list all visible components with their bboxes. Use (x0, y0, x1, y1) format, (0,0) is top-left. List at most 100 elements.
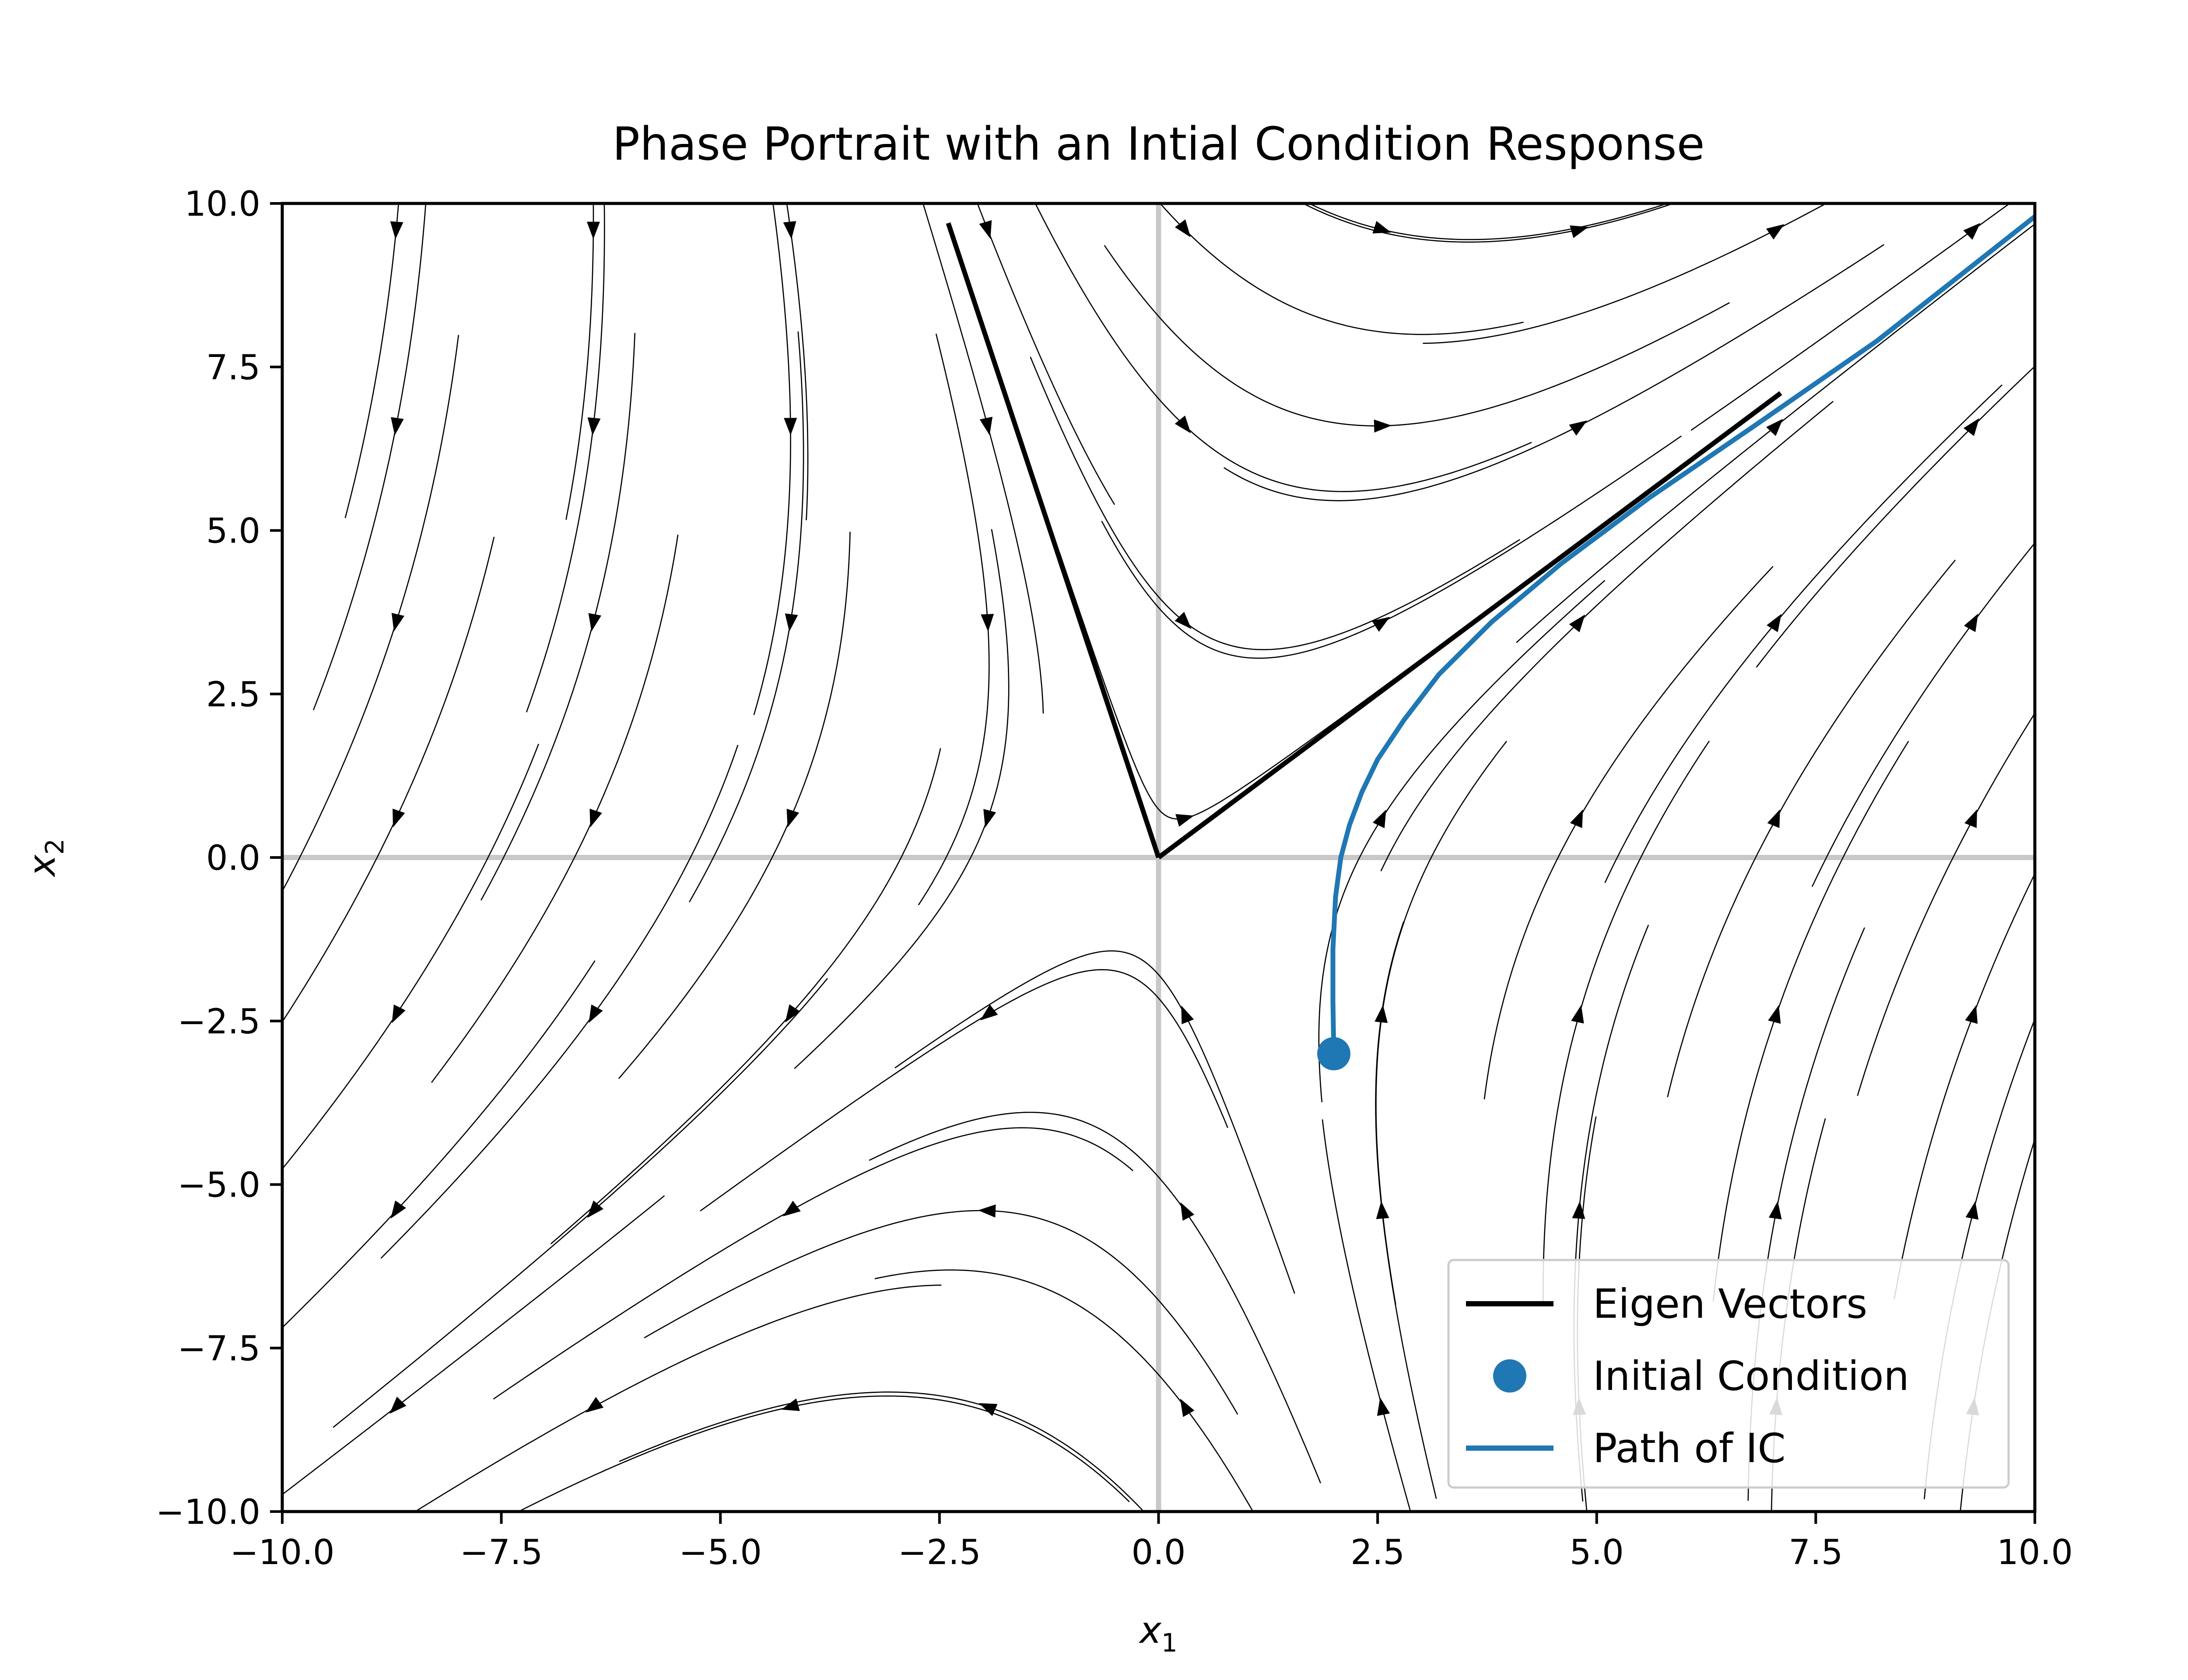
streamline-arrow (588, 613, 602, 632)
y-tick-label: 5.0 (206, 512, 260, 551)
streamline-arrow (1571, 1005, 1584, 1024)
streamline-arrow (586, 1397, 604, 1413)
streamline-arrow (1767, 809, 1780, 828)
streamline (1375, 741, 1508, 1305)
streamline-arrow (981, 614, 994, 632)
streamline (414, 1284, 942, 1512)
streamline-arrow (1570, 225, 1588, 238)
streamline-arrow (390, 1200, 406, 1219)
streamline (1811, 542, 2035, 887)
eigen-vector-line (946, 222, 1161, 858)
streamline (1380, 401, 1834, 872)
streamline-arrow (587, 417, 601, 436)
x-tick-label: 5.0 (1570, 1533, 1624, 1572)
x-tick-label: −2.5 (898, 1533, 981, 1572)
streamline-arrow (1570, 809, 1583, 828)
streamline (618, 532, 851, 1079)
x-tick-label: −5.0 (679, 1533, 762, 1572)
streamline (1318, 580, 1606, 1102)
streamline-arrow (392, 1004, 406, 1023)
streamline-arrow (1375, 1004, 1388, 1023)
legend-path-label: Path of IC (1593, 1425, 1786, 1472)
streamline-arrow (1964, 613, 1978, 632)
streamline-arrow (1768, 1201, 1782, 1220)
streamline (700, 969, 1228, 1212)
x-tick-label: 2.5 (1350, 1533, 1405, 1572)
streamline-arrow (1175, 612, 1192, 629)
streamline-arrow (1175, 219, 1191, 238)
streamline (894, 950, 1295, 1294)
streamline (1034, 203, 1532, 492)
streamline (1857, 712, 2035, 1096)
y-tick-label: 0.0 (206, 839, 260, 878)
streamline (1604, 384, 2003, 883)
streamline-arrow (978, 1403, 998, 1416)
eigen-vectors (946, 222, 1782, 860)
streamline-arrow (786, 808, 799, 828)
streamline (1690, 203, 2011, 431)
streamline-arrow (979, 220, 992, 239)
streamline (1159, 203, 1524, 335)
streamline-arrow (587, 1200, 603, 1218)
legend-box (1447, 1259, 2010, 1489)
streamline (380, 745, 739, 1259)
streamline-arrow (1569, 614, 1585, 633)
x-tick-label: −10.0 (230, 1533, 334, 1572)
streamline-arrow (785, 1004, 800, 1023)
streamline (1308, 203, 1669, 240)
y-tick-label: 10.0 (184, 185, 260, 224)
y-tick-label: −10.0 (156, 1493, 260, 1532)
streamline (644, 1210, 1238, 1415)
streamline (480, 333, 636, 901)
streamline (282, 960, 596, 1329)
legend-eigen-label: Eigen Vectors (1593, 1281, 1867, 1327)
x-tick-label: −7.5 (460, 1533, 543, 1572)
streamline-arrow (1965, 1201, 1979, 1220)
streamline-arrow (983, 809, 996, 828)
x-tick-label: 10.0 (1997, 1533, 2073, 1572)
x-tick-label: 7.5 (1788, 1533, 1843, 1572)
streamline (794, 529, 1010, 1069)
y-tick-label: −7.5 (178, 1329, 260, 1368)
streamline (1104, 245, 1730, 427)
streamline (282, 1195, 665, 1495)
streamline (1893, 872, 2035, 1299)
streamline-arrow (1181, 1005, 1194, 1025)
streamline-arrow (1175, 814, 1194, 827)
streamline-arrow (391, 417, 404, 436)
streamline-arrow (781, 1398, 800, 1411)
y-tick-label: 2.5 (206, 675, 260, 714)
streamline-arrow (1180, 1202, 1195, 1221)
streamline-arrow (1767, 614, 1781, 633)
streamline (1756, 365, 2035, 668)
streamline-arrow (1766, 224, 1785, 240)
streamline-arrow (389, 1396, 407, 1414)
streamline (333, 978, 828, 1428)
streamline-arrow (1175, 415, 1191, 434)
streamline-arrow (1372, 221, 1392, 234)
initial-condition (1317, 1037, 1350, 1071)
y-tick-label: 7.5 (206, 348, 260, 388)
x-axis-title: x1 (1138, 1609, 1178, 1658)
streamline-arrow (782, 1200, 801, 1217)
streamline-arrow (1766, 419, 1783, 436)
streamline (1322, 1119, 1411, 1512)
streamline-arrow (589, 1004, 603, 1023)
streamline (1224, 244, 1885, 501)
streamline (312, 203, 427, 710)
streamline-arrow (784, 418, 797, 436)
streamline (517, 1395, 1130, 1512)
streamline-arrow (1963, 223, 1981, 240)
path-of-ic-line (1330, 214, 2035, 1054)
chart-title: Phase Portrait with an Intial Condition … (612, 117, 1704, 171)
streamline (874, 1269, 1254, 1512)
streamline (619, 1391, 1145, 1512)
path-of-ic (1330, 214, 2035, 1054)
streamline (1302, 203, 1676, 243)
legend-ic-label: Initial Condition (1593, 1353, 1909, 1400)
y-tick-label: −2.5 (178, 1002, 260, 1042)
streamline (282, 536, 495, 1023)
streamline-arrow (1768, 1005, 1781, 1024)
streamline-arrow (1372, 809, 1386, 829)
streamline (1483, 566, 1774, 1099)
